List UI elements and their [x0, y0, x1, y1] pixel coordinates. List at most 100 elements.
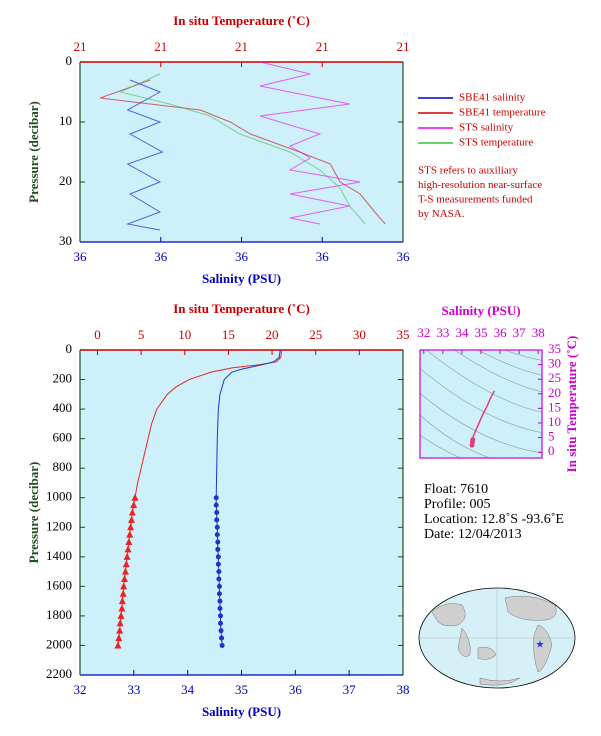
marker: [217, 598, 223, 604]
y-axis-title: Pressure (decibar): [26, 101, 41, 203]
marker: [131, 493, 139, 501]
marker: [216, 569, 222, 575]
marker: [214, 517, 220, 523]
legend-label: STS salinity: [459, 122, 514, 134]
profile-line: [215, 349, 281, 498]
x2-tick-label: 36: [397, 249, 411, 264]
x2-tick-label: 32: [74, 682, 87, 697]
x-tick-label: 30: [353, 327, 366, 342]
marker: [214, 524, 220, 530]
y-tick-label: 600: [53, 430, 73, 445]
y-tick-label: 15: [548, 399, 561, 414]
x-tick-label: 21: [235, 39, 248, 54]
y-tick-label: 1000: [46, 489, 72, 504]
marker: [120, 582, 128, 590]
x-tick-label: 5: [138, 327, 145, 342]
marker: [214, 510, 220, 515]
x-tick-label: 21: [397, 39, 410, 54]
world-map: ★: [418, 587, 576, 689]
note: STS refers to auxiliary: [418, 165, 518, 177]
float-info: Float: 7610: [424, 482, 488, 497]
float-info: Profile: 005: [424, 497, 491, 512]
profile-line: [125, 79, 164, 231]
float-info: Location: 12.8˚S -93.6˚E: [424, 512, 564, 527]
x-tick-label: 21: [154, 39, 167, 54]
y-tick-label: 5: [548, 429, 555, 444]
marker: [213, 495, 219, 501]
x-tick-label: 34: [455, 325, 469, 340]
marker: [126, 530, 134, 538]
x2-tick-label: 36: [289, 682, 303, 697]
note: T-S measurements funded: [418, 194, 533, 206]
x2-tick-label: 36: [316, 249, 330, 264]
x2-tick-label: 34: [181, 682, 195, 697]
note: by NASA.: [418, 208, 465, 220]
y-tick-label: 20: [59, 173, 72, 188]
marker: [114, 641, 122, 649]
x-tick-label: 10: [178, 327, 191, 342]
x-tick-label: 35: [397, 327, 410, 342]
plot-frame: [419, 349, 543, 459]
profile-line: [259, 61, 361, 225]
y-tick-label: 400: [53, 400, 73, 415]
marker: [216, 583, 222, 589]
legend-label: SBE41 salinity: [459, 92, 526, 104]
y-tick-label: 1400: [46, 548, 72, 563]
ts-point: [470, 437, 476, 443]
x-tick-label: 25: [309, 327, 322, 342]
marker: [214, 532, 220, 538]
x-tick-label: 20: [266, 327, 279, 342]
y-tick-label: 30: [59, 233, 72, 248]
y-tick-label: 2200: [46, 666, 72, 681]
y-tick-label: 2000: [46, 636, 72, 651]
x-tick-label: 36: [494, 325, 508, 340]
marker: [218, 613, 224, 619]
ts-background: [420, 350, 542, 458]
y-tick-label: 1200: [46, 518, 72, 533]
x-tick-label: 32: [417, 325, 430, 340]
y-axis-title: In situ Temperature (˚C): [564, 336, 579, 473]
marker: [219, 635, 225, 641]
marker: [122, 560, 130, 568]
y-tick-label: 0: [66, 341, 73, 356]
marker: [215, 561, 221, 567]
marker: [124, 545, 132, 553]
profile-line: [118, 73, 366, 225]
x2-axis-title: Salinity (PSU): [202, 704, 281, 719]
marker: [130, 501, 138, 509]
marker: [217, 606, 223, 612]
y-tick-label: 35: [548, 341, 561, 356]
marker: [127, 523, 135, 531]
y-tick-label: 200: [53, 371, 73, 386]
y-tick-label: 20: [548, 385, 561, 400]
x2-tick-label: 36: [235, 249, 249, 264]
x-tick-label: 15: [222, 327, 235, 342]
marker: [119, 589, 127, 597]
plot-background: [80, 62, 403, 242]
y-tick-label: 1800: [46, 607, 72, 622]
marker: [128, 508, 136, 516]
marker: [115, 634, 123, 642]
x-tick-label: 33: [436, 325, 449, 340]
note: high-resolution near-surface: [418, 179, 542, 191]
y-tick-label: 1600: [46, 577, 72, 592]
y-tick-label: 800: [53, 459, 73, 474]
x2-tick-label: 33: [127, 682, 140, 697]
marker: [116, 619, 124, 627]
x2-tick-label: 38: [397, 682, 410, 697]
svg-text:★: ★: [536, 639, 545, 650]
marker: [216, 576, 222, 582]
y-tick-label: 0: [66, 53, 73, 68]
legend-label: STS temperature: [459, 137, 533, 149]
x-tick-label: 0: [94, 327, 101, 342]
x-axis-title: In situ Temperature (˚C): [173, 13, 310, 28]
marker: [118, 597, 126, 605]
marker: [218, 620, 224, 626]
x2-tick-label: 37: [343, 682, 357, 697]
x-axis-title: In situ Temperature (˚C): [173, 301, 310, 316]
x2-tick-label: 35: [235, 682, 248, 697]
float-info: Date: 12/04/2013: [424, 527, 522, 542]
x-tick-label: 37: [513, 325, 527, 340]
marker: [121, 574, 129, 582]
